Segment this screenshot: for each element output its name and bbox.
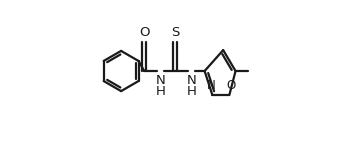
Text: N: N	[187, 74, 196, 87]
Text: H: H	[156, 85, 165, 98]
Text: O: O	[139, 26, 150, 39]
Text: S: S	[171, 26, 180, 39]
Text: N: N	[207, 79, 215, 92]
Text: H: H	[187, 85, 196, 98]
Text: N: N	[156, 74, 165, 87]
Text: O: O	[227, 79, 236, 92]
